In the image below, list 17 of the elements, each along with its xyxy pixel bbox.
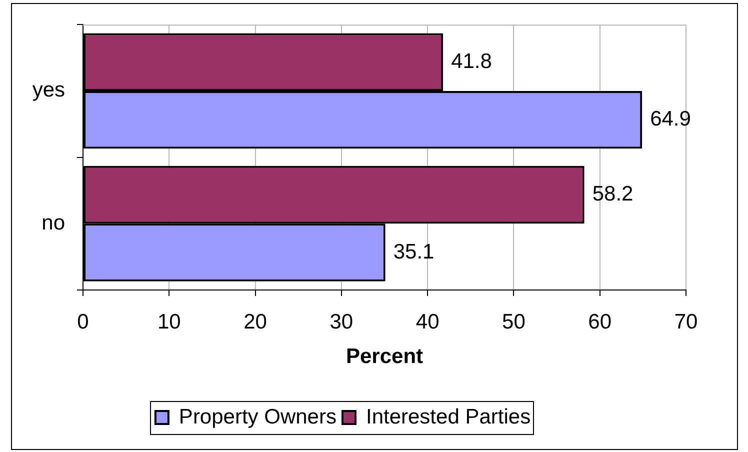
x-tick-label: 20 xyxy=(244,310,267,334)
x-tick-label: 70 xyxy=(674,310,698,334)
x-tick-label: 0 xyxy=(77,310,89,334)
x-tick-label: 50 xyxy=(502,310,526,334)
data-label: 41.8 xyxy=(451,50,492,73)
data-label: 64.9 xyxy=(650,108,691,131)
data-label: 35.1 xyxy=(393,240,434,264)
data-label: 58.2 xyxy=(592,182,634,206)
x-axis-title: Percent xyxy=(346,345,424,368)
x-tick-label: 60 xyxy=(588,310,612,334)
x-tick-label: 30 xyxy=(330,310,354,334)
legend-label: Interested Parties xyxy=(366,405,531,428)
legend-label: Property Owners xyxy=(178,405,336,428)
y-tick-label: yes xyxy=(32,78,65,102)
y-tick-label: no xyxy=(42,211,65,234)
x-tick-label: 40 xyxy=(416,310,440,334)
x-tick-label: 10 xyxy=(157,310,181,334)
